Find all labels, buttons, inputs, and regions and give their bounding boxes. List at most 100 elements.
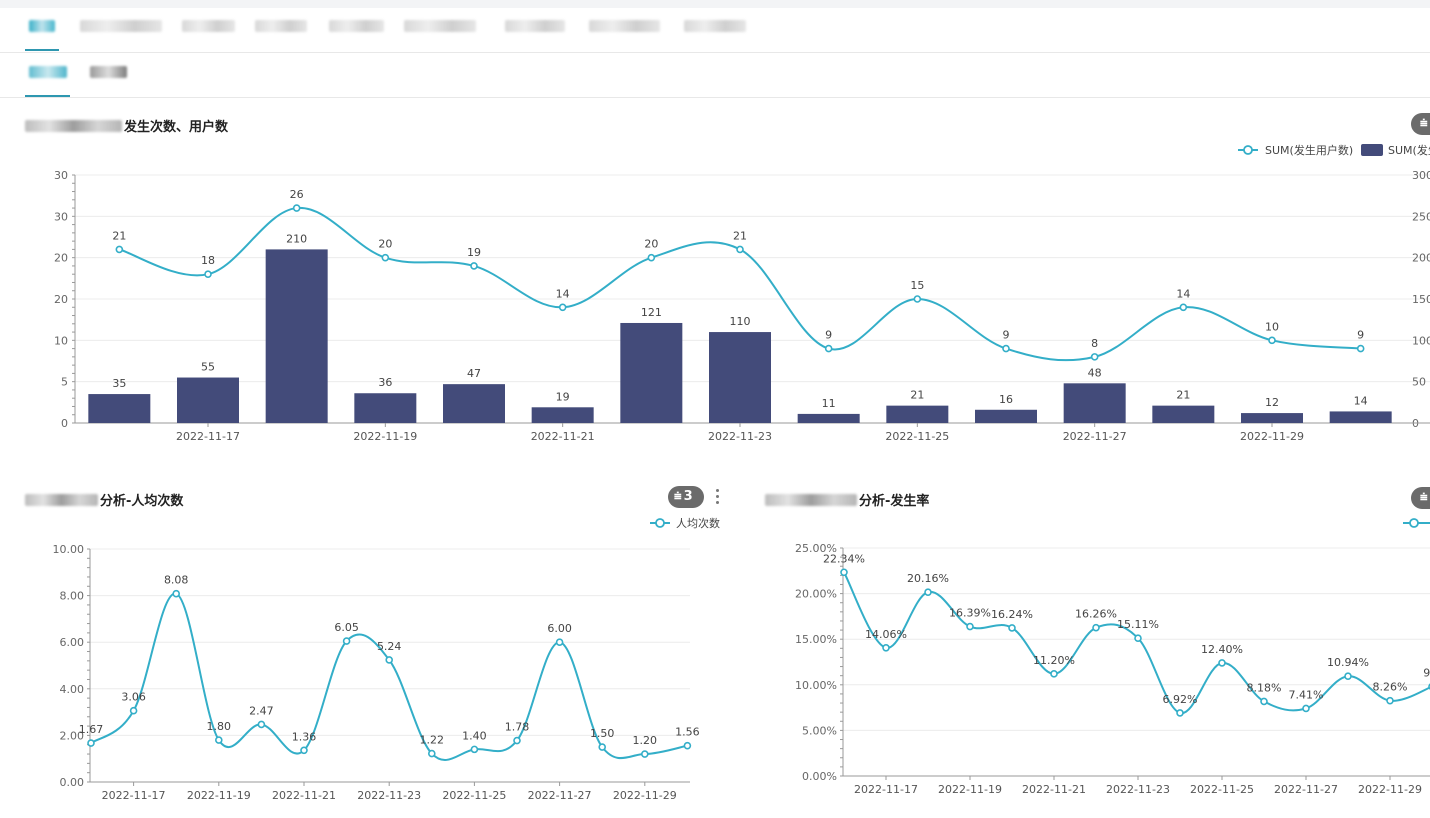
line-data-label: 18 bbox=[201, 254, 215, 267]
y-tick-label: 0.00 bbox=[60, 776, 85, 789]
legend-bar-swatch bbox=[1361, 144, 1383, 156]
subtab-1[interactable] bbox=[29, 66, 67, 82]
line-data-label: 6.00 bbox=[547, 622, 572, 635]
y-tick-label: 15.00% bbox=[795, 633, 837, 646]
x-tick-label: 2022-11-29 bbox=[1358, 783, 1422, 796]
line-point bbox=[598, 743, 607, 751]
y-left-tick-label: 20 bbox=[54, 252, 68, 265]
y-tick-label: 5.00% bbox=[802, 724, 837, 737]
tab-5[interactable] bbox=[329, 20, 384, 40]
line-data-label: 14 bbox=[1176, 287, 1190, 300]
x-tick-label: 2022-11-19 bbox=[938, 783, 1002, 796]
line-point bbox=[966, 622, 974, 631]
line-data-label: 1.36 bbox=[292, 730, 317, 743]
chart-avg-filter-button[interactable]: ⩧ 3 bbox=[668, 486, 704, 508]
line-point bbox=[1008, 624, 1016, 632]
chart-main-title: 发生次数、用户数 bbox=[25, 116, 228, 135]
line-point bbox=[1090, 353, 1099, 361]
y-left-tick-label: 5 bbox=[61, 376, 68, 389]
x-tick-label: 2022-11-27 bbox=[1063, 430, 1127, 443]
line-point bbox=[257, 720, 266, 729]
tab-9[interactable] bbox=[684, 20, 746, 40]
x-tick-label: 2022-11-21 bbox=[272, 789, 336, 802]
line-data-label: 6.92% bbox=[1163, 693, 1198, 706]
bar-data-label: 36 bbox=[378, 376, 392, 389]
line-point bbox=[555, 638, 564, 647]
y-left-tick-label: 30 bbox=[54, 169, 68, 182]
line-data-label: 10 bbox=[1265, 320, 1279, 333]
line-data-label: 9 bbox=[1003, 329, 1010, 342]
x-tick-label: 2022-11-25 bbox=[442, 789, 506, 802]
chart-avg-title: 分析-人均次数 bbox=[25, 490, 183, 509]
x-tick-label: 2022-11-21 bbox=[1022, 783, 1086, 796]
bar-data-label: 35 bbox=[112, 377, 126, 390]
line-point bbox=[1092, 623, 1100, 632]
line-point bbox=[824, 344, 833, 353]
line-data-label: 8.08 bbox=[164, 574, 189, 587]
tab-1[interactable] bbox=[29, 20, 55, 40]
line-data-label: 1.20 bbox=[633, 734, 658, 747]
line-data-label: 7.41% bbox=[1289, 688, 1324, 701]
bar bbox=[177, 377, 239, 423]
y-right-tick-label: 200 bbox=[1412, 252, 1430, 265]
y-tick-label: 8.00 bbox=[60, 590, 85, 603]
y-tick-label: 10.00 bbox=[53, 543, 85, 556]
line-point bbox=[129, 706, 138, 715]
chart-main: 0055010100201502020030250303003555210364… bbox=[54, 143, 1430, 443]
bar bbox=[1241, 413, 1303, 423]
line-data-label: 1.80 bbox=[207, 720, 232, 733]
legend-line-marker bbox=[655, 518, 665, 528]
line-point bbox=[87, 739, 95, 747]
y-left-tick-label: 0 bbox=[61, 417, 68, 430]
more-vertical-icon[interactable] bbox=[716, 489, 720, 505]
x-tick-label: 2022-11-25 bbox=[885, 430, 949, 443]
x-tick-label: 2022-11-27 bbox=[528, 789, 592, 802]
tab-8[interactable] bbox=[589, 20, 660, 40]
bar-data-label: 121 bbox=[641, 306, 662, 319]
tab-6[interactable] bbox=[404, 20, 476, 40]
bar-data-label: 110 bbox=[730, 315, 751, 328]
line-point bbox=[924, 588, 932, 596]
line-data-label: 8.26% bbox=[1373, 681, 1408, 694]
line-data-label: 1.50 bbox=[590, 727, 615, 740]
tab-4[interactable] bbox=[255, 20, 307, 40]
bar bbox=[709, 332, 771, 423]
line-data-label: 19 bbox=[467, 246, 481, 259]
line-point bbox=[342, 637, 351, 645]
line-point bbox=[513, 736, 521, 745]
bar bbox=[1063, 383, 1126, 423]
line-data-label: 14.06% bbox=[865, 628, 907, 641]
line-data-label: 22.34% bbox=[823, 552, 865, 565]
tab-7[interactable] bbox=[505, 20, 565, 40]
line-data-label: 15 bbox=[910, 279, 924, 292]
bar-data-label: 47 bbox=[467, 367, 481, 380]
chart-main-filter-button[interactable]: ⩧ bbox=[1411, 113, 1430, 135]
bar-data-label: 16 bbox=[999, 393, 1013, 406]
tab-3[interactable] bbox=[182, 20, 235, 40]
line-data-label: 20 bbox=[378, 238, 392, 251]
y-right-tick-label: 250 bbox=[1412, 210, 1430, 223]
line-point bbox=[683, 741, 692, 750]
active-tab-indicator bbox=[25, 49, 59, 51]
x-tick-label: 2022-11-17 bbox=[854, 783, 918, 796]
line-point bbox=[292, 204, 301, 212]
line-point bbox=[640, 750, 649, 758]
x-tick-label: 2022-11-25 bbox=[1190, 783, 1254, 796]
line-data-label: 16.26% bbox=[1075, 608, 1117, 621]
line-data-label: 10.94% bbox=[1327, 656, 1369, 669]
line-point bbox=[385, 656, 394, 664]
line-point bbox=[1344, 672, 1352, 681]
line-point bbox=[1218, 659, 1226, 667]
line-data-label: 3.06 bbox=[121, 691, 146, 704]
x-tick-label: 2022-11-17 bbox=[102, 789, 166, 802]
line-point bbox=[204, 270, 212, 279]
line-point bbox=[1386, 696, 1394, 705]
chart-rate-filter-button[interactable]: ⩧ bbox=[1411, 487, 1430, 509]
tab-2[interactable] bbox=[80, 20, 162, 40]
line-data-label: 20 bbox=[644, 238, 658, 251]
line-point bbox=[470, 262, 478, 270]
subtab-2[interactable] bbox=[90, 66, 127, 82]
bar-data-label: 21 bbox=[1176, 389, 1190, 402]
line-data-label: 1.40 bbox=[462, 729, 487, 742]
